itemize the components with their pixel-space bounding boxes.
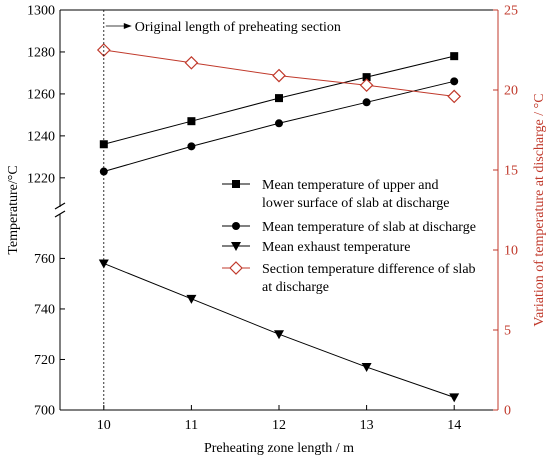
data-point-diamond (184, 55, 199, 70)
legend-item-1: Mean temperature of upper and lower surfa… (222, 178, 450, 211)
data-point-circle (362, 98, 371, 107)
left-tick-label: 1280 (27, 45, 55, 60)
series-1 (99, 52, 459, 149)
annotation-text: Original length of preheating section (135, 20, 341, 35)
data-point-square (362, 73, 371, 82)
right-tick-label: 5 (504, 324, 511, 339)
y-right-axis-label: Variation of temperature at discharge / … (532, 93, 547, 326)
data-point-circle (232, 222, 240, 230)
annotation-arrowhead-icon (123, 23, 132, 29)
right-tick-label: 0 (504, 404, 511, 419)
x-tick-label: 13 (360, 418, 374, 433)
right-tick-label: 20 (504, 84, 518, 99)
data-point-square (187, 117, 196, 126)
left-axis-ticks: 1220 1240 1260 1280 1300 700 720 740 760 (27, 4, 65, 419)
legend-label: lower surface of slab at discharge (262, 196, 450, 211)
legend-label: Section temperature difference of slab (262, 262, 476, 277)
legend-label: Mean exhaust temperature (262, 240, 411, 255)
x-tick-label: 14 (447, 418, 461, 433)
right-tick-label: 25 (504, 4, 518, 19)
series-2 (99, 77, 459, 176)
left-tick-label: 760 (34, 252, 55, 267)
y-left-axis-label: Temperature/°C (6, 165, 21, 254)
data-point-diamond (447, 89, 462, 104)
data-point-square (450, 52, 459, 61)
data-point-circle (187, 142, 196, 151)
data-point-triangle (274, 330, 284, 340)
series-4 (96, 43, 462, 104)
legend-label: Mean temperature of slab at discharge (262, 220, 476, 235)
axis-break-mark (54, 210, 66, 218)
series-layer (96, 43, 462, 403)
legend-item-2: Mean temperature of slab at discharge (222, 220, 476, 235)
data-point-diamond (229, 261, 243, 275)
left-tick-label: 1240 (27, 129, 55, 144)
x-axis-label: Preheating zone length / m (204, 441, 354, 456)
data-point-triangle (231, 242, 241, 251)
data-point-circle (450, 77, 459, 86)
legend-item-4: Section temperature difference of slab at… (222, 261, 476, 295)
right-tick-label: 15 (504, 164, 518, 179)
data-point-square (99, 140, 108, 149)
data-point-triangle (449, 393, 460, 403)
data-point-triangle (186, 294, 197, 304)
data-point-square (275, 94, 283, 103)
left-tick-label: 700 (34, 404, 55, 419)
x-tick-label: 10 (97, 418, 111, 433)
data-point-triangle (361, 363, 372, 373)
legend: Mean temperature of upper and lower surfa… (222, 178, 476, 295)
axis-break-mark (54, 202, 66, 210)
data-point-diamond (272, 68, 286, 83)
data-point-diamond (359, 78, 374, 93)
left-tick-label: 720 (34, 353, 55, 368)
left-tick-label: 1220 (27, 171, 55, 186)
legend-label: Mean temperature of upper and (262, 178, 438, 193)
left-tick-label: 1300 (27, 4, 55, 19)
right-tick-label: 10 (504, 244, 518, 259)
legend-item-3: Mean exhaust temperature (222, 240, 411, 255)
legend-label: at discharge (262, 280, 329, 295)
x-tick-label: 11 (185, 418, 198, 433)
plot-frame (54, 9, 499, 411)
x-tick-label: 12 (272, 418, 286, 433)
data-point-circle (275, 119, 283, 128)
left-tick-label: 740 (34, 302, 55, 317)
data-point-square (232, 180, 240, 188)
x-axis-ticks: 10 11 12 13 14 (97, 405, 461, 433)
left-tick-label: 1260 (27, 87, 55, 102)
right-axis-ticks: 0 5 10 15 20 25 (493, 4, 518, 419)
